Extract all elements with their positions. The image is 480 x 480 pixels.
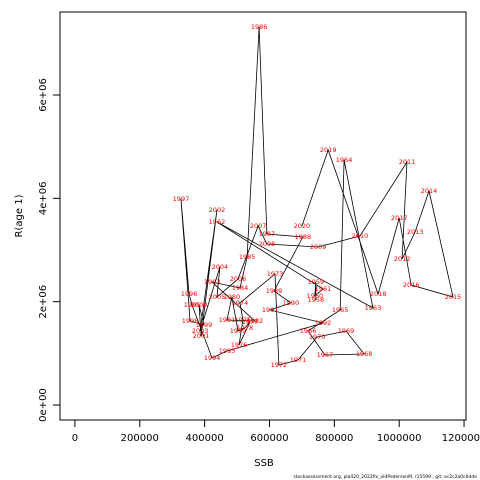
year-label: 1962 [209, 218, 226, 226]
year-label: 1978 [237, 324, 254, 332]
year-label: 1958 [308, 296, 325, 304]
year-label: 2019 [320, 146, 337, 154]
year-label: 1976 [231, 341, 248, 349]
year-label: 1970 [309, 333, 326, 341]
year-label: 2007 [250, 222, 267, 230]
year-label: 1980 [224, 293, 241, 301]
year-label: 2011 [399, 158, 416, 166]
year-label: 1961 [315, 285, 332, 293]
x-tick-label: 200000 [121, 433, 159, 444]
year-label: 2016 [403, 281, 420, 289]
year-label: 1993 [219, 347, 236, 355]
year-label: 1992 [315, 319, 332, 327]
year-label: 1971 [290, 356, 307, 364]
year-label: 1982 [247, 317, 264, 325]
y-tick-label: 6e+06 [38, 78, 49, 112]
year-label: 1979 [230, 327, 247, 335]
x-tick-label: 600000 [250, 433, 288, 444]
year-label: 1974 [232, 299, 249, 307]
year-label: 2015 [445, 293, 462, 301]
y-tick-label: 4e+06 [38, 182, 49, 216]
year-label: 2017 [391, 214, 408, 222]
year-label: 1963 [365, 304, 382, 312]
year-label: 1999 [196, 321, 213, 329]
y-axis-label: R(age 1) [14, 194, 25, 237]
x-tick-label: 800000 [315, 433, 353, 444]
plot-frame [59, 11, 467, 421]
year-label: 1968 [356, 350, 373, 358]
year-label: 2004 [212, 263, 229, 271]
year-label: 1965 [332, 306, 349, 314]
year-label: 1988 [295, 233, 312, 241]
year-label: 1966 [300, 327, 317, 335]
year-label: 1985 [239, 253, 256, 261]
year-label: 2002 [209, 206, 226, 214]
year-label: 1987 [259, 230, 276, 238]
year-label: 2000 [191, 301, 208, 309]
year-label: 1997 [173, 195, 190, 203]
year-label: 1995 [184, 301, 201, 309]
x-tick-label: 400000 [186, 433, 224, 444]
y-tick-label: 0e+00 [38, 388, 49, 422]
year-label: 1964 [336, 156, 353, 164]
year-label: 1969 [338, 327, 355, 335]
year-label: 1977 [242, 318, 259, 326]
year-label: 2010 [352, 232, 369, 240]
year-label: 1996 [181, 290, 198, 298]
year-label: 1991 [262, 306, 279, 314]
footer: stockassessment.org, pla420_2022fix_oldP… [293, 474, 477, 480]
x-axis-label: SSB [254, 458, 274, 469]
year-label: 2006 [230, 275, 247, 283]
year-label: 2003 [192, 327, 209, 335]
year-label: 2012 [394, 255, 411, 263]
year-label: 1960 [307, 292, 324, 300]
year-label: 2020 [294, 222, 311, 230]
year-label: 2009 [310, 243, 327, 251]
year-label: 2014 [421, 187, 438, 195]
year-label: 1994 [204, 354, 221, 362]
year-label: 1972 [271, 361, 288, 369]
year-label: 1983 [204, 278, 221, 286]
year-label: 2008 [259, 240, 276, 248]
year-label: 1984 [232, 284, 249, 292]
year-label: 2013 [407, 228, 424, 236]
x-tick-label: 0 [72, 433, 78, 444]
year-label: 1975 [235, 316, 252, 324]
year-label: 2018 [370, 290, 387, 298]
trajectory-line [180, 26, 454, 366]
year-label: 1986 [251, 23, 268, 31]
year-label: 1989 [266, 287, 283, 295]
y-tick-label: 2e+06 [38, 285, 49, 319]
year-label: 2001 [193, 332, 210, 340]
x-tick-label: 1000000 [377, 433, 422, 444]
year-label: 1967 [317, 351, 334, 359]
year-label: 2005 [209, 293, 226, 301]
year-label: 1973 [267, 270, 284, 278]
year-label: 1959 [308, 278, 325, 286]
year-label: 1998 [182, 317, 199, 325]
year-label: 1990 [283, 299, 300, 307]
year-label: 1981 [219, 316, 236, 324]
